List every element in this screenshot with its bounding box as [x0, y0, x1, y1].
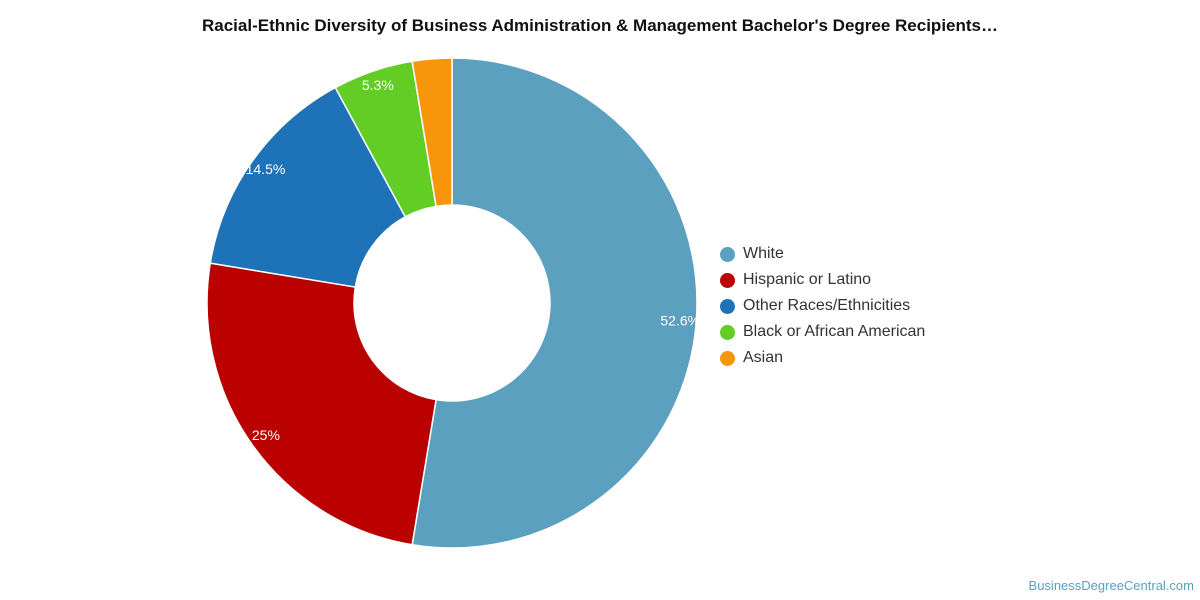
- legend-item-other-races[interactable]: Other Races/Ethnicities: [720, 293, 925, 319]
- legend-label-other-races: Other Races/Ethnicities: [743, 297, 911, 314]
- legend-label-black-or-african-american: Black or African American: [743, 323, 926, 340]
- legend: White Hispanic or Latino Other Races/Eth…: [720, 241, 925, 371]
- legend-item-white[interactable]: White: [720, 241, 925, 267]
- chart-title: Racial-Ethnic Diversity of Business Admi…: [201, 16, 998, 35]
- legend-item-hispanic-or-latino[interactable]: Hispanic or Latino: [720, 267, 925, 293]
- slice-label-black-or-african-american: 5.3%: [362, 77, 394, 93]
- slice-asian[interactable]: [411, 57, 453, 208]
- source-credit[interactable]: BusinessDegreeCentral.com: [1028, 578, 1194, 593]
- legend-label-hispanic-or-latino: Hispanic or Latino: [743, 271, 872, 288]
- slice-label-other-races: 14.5%: [246, 161, 286, 177]
- legend-swatch-other-races: [720, 298, 735, 314]
- legend-item-black-or-african-american[interactable]: Black or African American: [720, 319, 925, 345]
- slice-label-white: 52.6%: [660, 312, 700, 328]
- slice-label-hispanic-or-latino: 25%: [252, 427, 280, 443]
- legend-swatch-asian: [720, 350, 735, 366]
- slice-other-races[interactable]: [209, 86, 407, 288]
- legend-swatch-black-or-african-american: [720, 324, 735, 340]
- legend-swatch-hispanic-or-latino: [720, 272, 735, 288]
- legend-swatch-white: [720, 246, 735, 262]
- legend-item-asian[interactable]: Asian: [720, 345, 925, 371]
- slice-white[interactable]: [411, 57, 698, 549]
- legend-label-asian: Asian: [743, 349, 784, 366]
- legend-label-white: White: [743, 245, 784, 262]
- slice-hispanic-or-latino[interactable]: [206, 262, 437, 546]
